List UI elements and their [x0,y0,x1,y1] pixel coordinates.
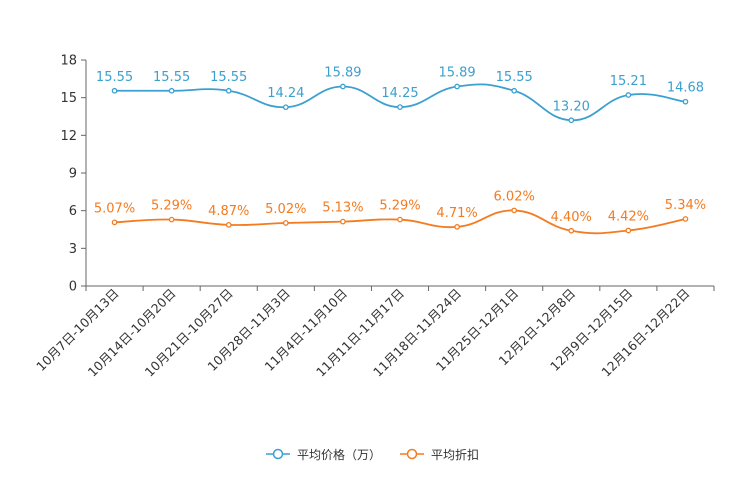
series-0: 15.55 15.55 15.55 14.24 15.89 14.25 15.89 15.55… [96,65,704,124]
data-point [111,219,118,226]
data-point [568,117,575,124]
data-point [282,220,289,226]
series-1: 5.07% 5.29% 4.87% 5.02% 5.13% 5.29% 4.71% 6.02%… [94,189,706,235]
data-label: 5.13% [322,201,363,216]
data-label: 14.25 [381,86,418,101]
y-tick-label: 12 [60,129,77,144]
data-label: 5.34% [665,198,706,213]
data-point [568,227,575,234]
legend: 平均价格（万） 平均折扣 [0,444,744,464]
data-label: 14.24 [267,86,304,101]
data-point [397,104,403,110]
y-tick-label: 9 [69,167,77,182]
data-label: 14.68 [667,81,704,96]
data-point [111,87,118,94]
data-label: 5.29% [151,199,192,214]
data-point [454,224,460,230]
data-label: 5.29% [379,199,420,214]
data-point [282,104,289,111]
legend-discount-label: 平均折扣 [431,447,480,462]
y-tick-label: 18 [60,54,77,69]
data-label: 15.55 [96,70,133,85]
data-point [168,87,175,94]
data-label: 4.71% [436,206,477,221]
data-point [397,216,403,223]
data-point [511,87,518,94]
data-point [625,92,632,98]
data-point [454,83,460,90]
y-tick-label: 3 [69,242,77,257]
data-label: 4.42% [608,210,649,225]
data-label: 15.21 [610,74,647,89]
data-point [225,87,232,94]
data-label: 4.40% [551,210,592,225]
y-tick-label: 15 [60,91,77,106]
data-label: 5.02% [265,202,306,217]
legend-price-marker-icon [265,448,290,460]
data-point [625,227,632,234]
data-label: 15.55 [496,70,533,85]
legend-price-label: 平均价格（万） [296,447,381,462]
data-label: 15.55 [210,70,247,85]
data-label: 15.89 [438,65,475,80]
data-point [168,216,175,223]
data-point [682,216,689,222]
data-label: 15.89 [324,65,361,80]
data-label: 4.87% [208,204,249,219]
data-point [340,218,346,225]
data-point [225,222,232,228]
legend-item-discount[interactable]: 平均折扣 [399,446,479,463]
legend-discount-marker-icon [400,448,424,460]
y-tick-label: 6 [69,204,77,219]
data-point [340,83,346,90]
data-point [682,98,689,105]
data-label: 5.07% [94,201,135,216]
data-label: 15.55 [153,70,190,85]
series-layer: 15.55 15.55 15.55 14.24 15.89 14.25 15.89 15.55… [94,65,706,235]
legend-item-price[interactable]: 平均价格（万） [265,446,381,463]
y-tick-label: 0 [69,280,77,295]
data-label: 13.20 [553,99,590,114]
data-point [511,207,518,214]
data-label: 6.02% [494,189,535,204]
